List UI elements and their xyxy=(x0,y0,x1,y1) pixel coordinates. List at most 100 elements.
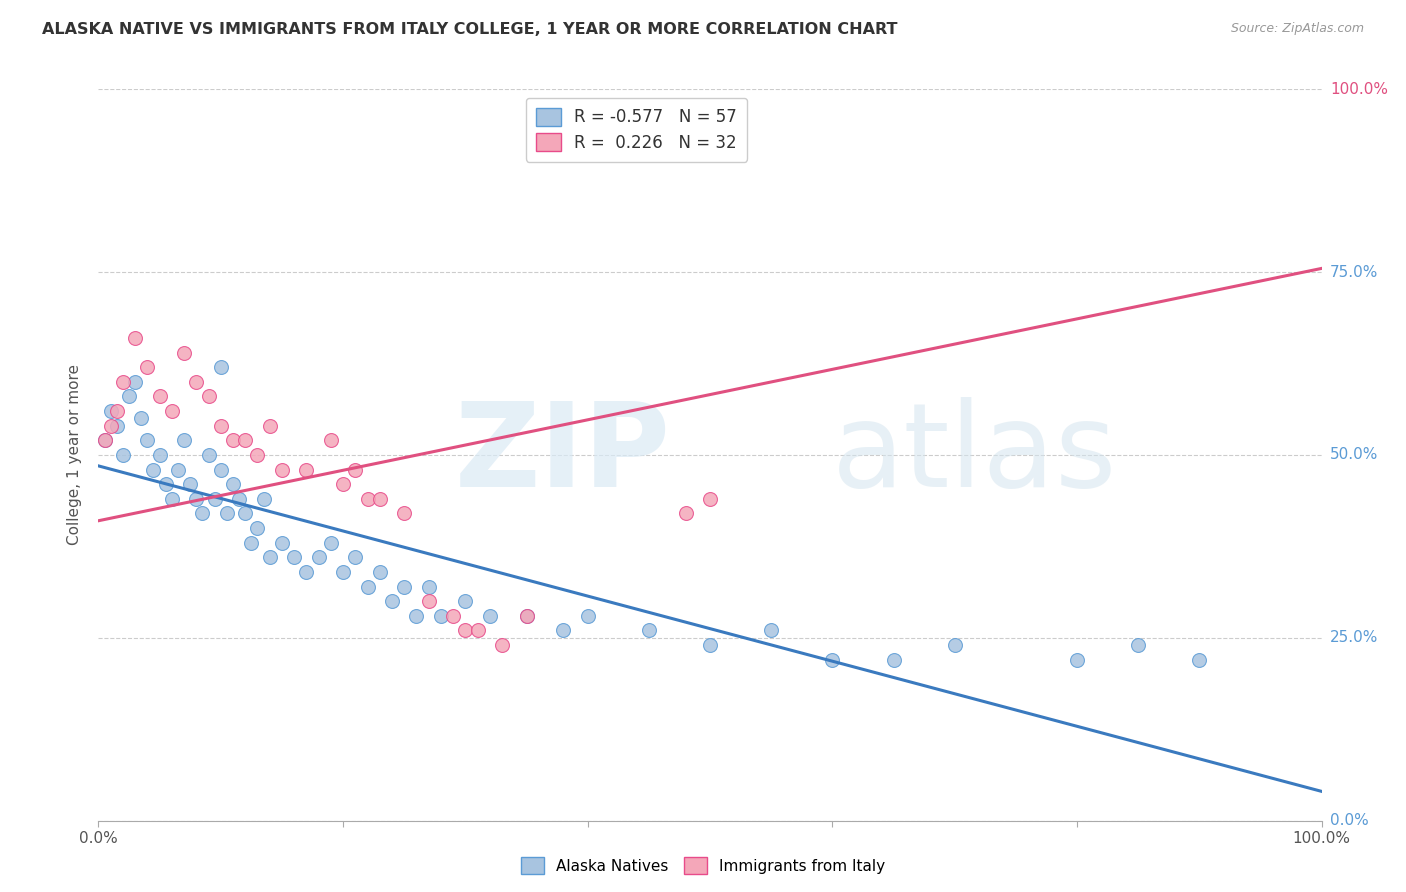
Point xyxy=(233,507,256,521)
Point xyxy=(675,507,697,521)
Point xyxy=(100,418,122,433)
Point xyxy=(124,375,146,389)
Point xyxy=(356,491,378,506)
Point xyxy=(392,507,416,521)
Point xyxy=(405,608,427,623)
Text: 100.0%: 100.0% xyxy=(1330,82,1388,96)
Text: atlas: atlas xyxy=(832,398,1118,512)
Text: 25.0%: 25.0% xyxy=(1330,631,1378,645)
Point xyxy=(118,389,141,403)
Text: 0.0%: 0.0% xyxy=(1330,814,1368,828)
Point xyxy=(173,345,195,359)
Point xyxy=(319,535,342,549)
Point xyxy=(100,404,122,418)
Point xyxy=(576,608,599,623)
Point xyxy=(240,535,263,549)
Point xyxy=(368,565,391,579)
Point xyxy=(155,477,177,491)
Point xyxy=(821,653,844,667)
Point xyxy=(222,434,245,448)
Point xyxy=(233,434,256,448)
Point xyxy=(418,580,440,594)
Point xyxy=(204,491,226,506)
Legend: Alaska Natives, Immigrants from Italy: Alaska Natives, Immigrants from Italy xyxy=(515,851,891,880)
Point xyxy=(699,638,721,652)
Point xyxy=(136,434,159,448)
Point xyxy=(136,360,159,375)
Point xyxy=(173,434,195,448)
Point xyxy=(381,594,404,608)
Point xyxy=(344,462,367,476)
Point xyxy=(356,580,378,594)
Point xyxy=(515,608,537,623)
Point xyxy=(943,638,966,652)
Point xyxy=(105,404,128,418)
Point xyxy=(160,491,183,506)
Point xyxy=(93,434,115,448)
Point xyxy=(259,550,281,565)
Point xyxy=(167,462,190,476)
Point xyxy=(105,418,128,433)
Point xyxy=(111,375,134,389)
Point xyxy=(197,389,219,403)
Text: Source: ZipAtlas.com: Source: ZipAtlas.com xyxy=(1230,22,1364,36)
Point xyxy=(209,462,232,476)
Point xyxy=(197,448,219,462)
Point xyxy=(515,608,537,623)
Point xyxy=(441,608,464,623)
Text: 75.0%: 75.0% xyxy=(1330,265,1378,279)
Point xyxy=(1188,653,1211,667)
Point xyxy=(368,491,391,506)
Point xyxy=(149,448,172,462)
Point xyxy=(418,594,440,608)
Point xyxy=(319,434,342,448)
Point xyxy=(246,521,269,535)
Point xyxy=(160,404,183,418)
Point xyxy=(454,594,477,608)
Legend: R = -0.577   N = 57, R =  0.226   N = 32: R = -0.577 N = 57, R = 0.226 N = 32 xyxy=(526,97,747,161)
Text: ZIP: ZIP xyxy=(456,398,671,512)
Point xyxy=(259,418,281,433)
Point xyxy=(228,491,250,506)
Point xyxy=(308,550,330,565)
Point xyxy=(332,565,354,579)
Point xyxy=(142,462,165,476)
Point xyxy=(252,491,274,506)
Point xyxy=(186,375,208,389)
Point xyxy=(111,448,134,462)
Text: ALASKA NATIVE VS IMMIGRANTS FROM ITALY COLLEGE, 1 YEAR OR MORE CORRELATION CHART: ALASKA NATIVE VS IMMIGRANTS FROM ITALY C… xyxy=(42,22,897,37)
Y-axis label: College, 1 year or more: College, 1 year or more xyxy=(67,365,83,545)
Point xyxy=(149,389,172,403)
Point xyxy=(467,624,489,638)
Point xyxy=(215,507,238,521)
Point xyxy=(637,624,661,638)
Point xyxy=(553,624,575,638)
Point xyxy=(332,477,354,491)
Point xyxy=(186,491,208,506)
Point xyxy=(392,580,416,594)
Point xyxy=(761,624,783,638)
Point xyxy=(478,608,501,623)
Point xyxy=(93,434,115,448)
Point xyxy=(295,462,318,476)
Point xyxy=(344,550,367,565)
Point xyxy=(1128,638,1150,652)
Text: 50.0%: 50.0% xyxy=(1330,448,1378,462)
Point xyxy=(491,638,513,652)
Point xyxy=(295,565,318,579)
Point xyxy=(191,507,214,521)
Point xyxy=(124,331,146,345)
Point xyxy=(209,418,232,433)
Point xyxy=(246,448,269,462)
Point xyxy=(699,491,721,506)
Point xyxy=(270,462,294,476)
Point xyxy=(1066,653,1088,667)
Point xyxy=(179,477,201,491)
Point xyxy=(129,411,152,425)
Point xyxy=(430,608,453,623)
Point xyxy=(283,550,305,565)
Point xyxy=(209,360,232,375)
Point xyxy=(222,477,245,491)
Point xyxy=(883,653,905,667)
Point xyxy=(270,535,294,549)
